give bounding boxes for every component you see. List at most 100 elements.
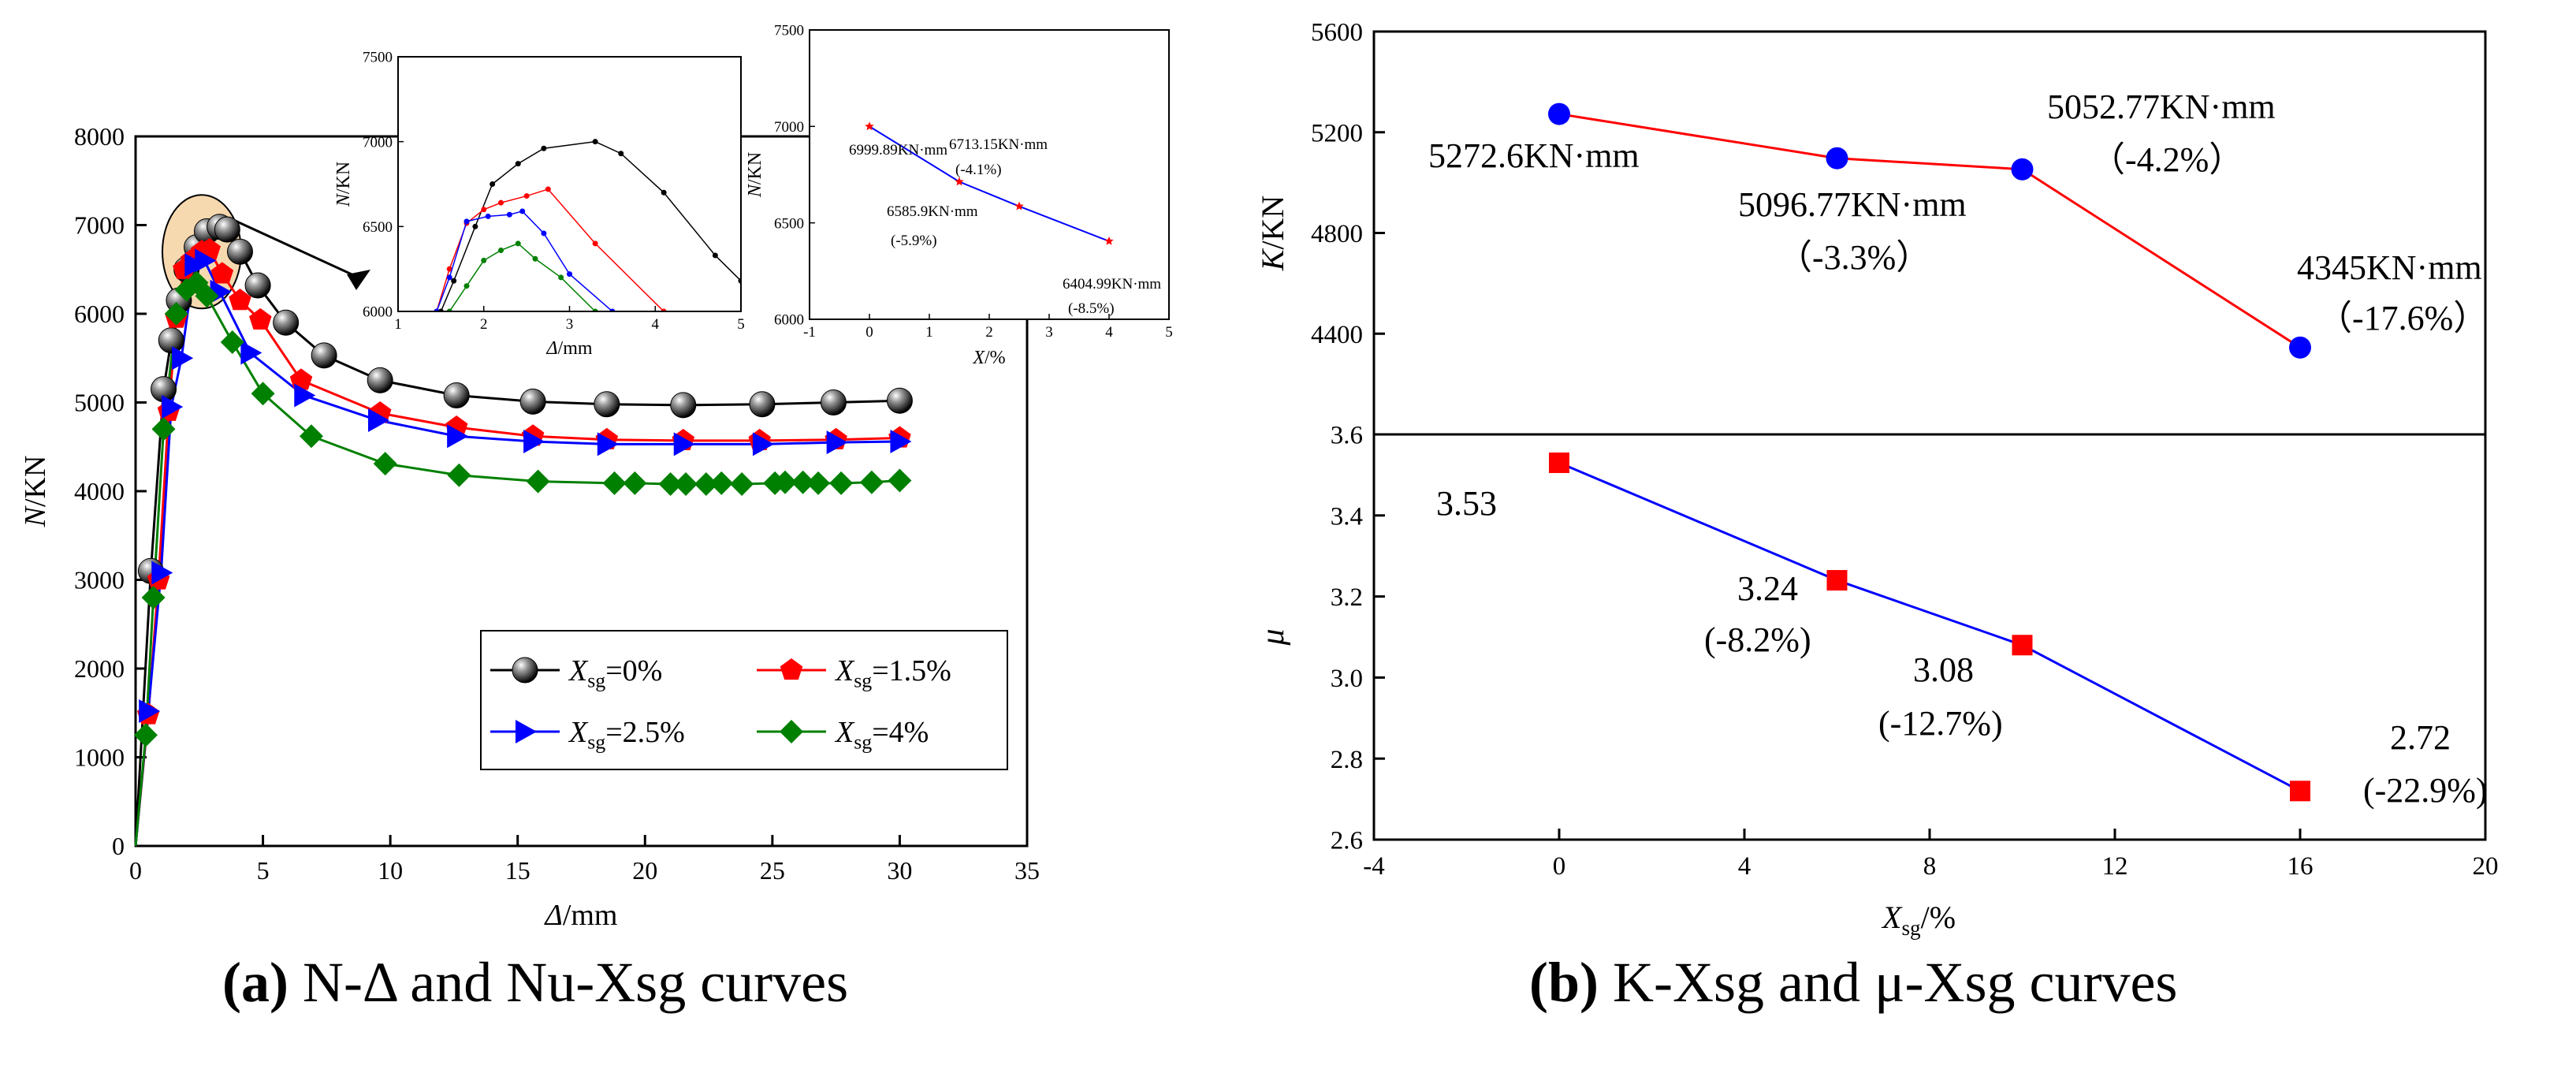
nd-zoom-point-s0: [490, 181, 496, 187]
nd-point-s3: [730, 472, 754, 496]
nd-point-s3: [806, 471, 831, 495]
k-point: [1826, 147, 1848, 170]
nd-point-s1: [289, 368, 313, 390]
mu-annotation: 3.08: [1913, 650, 1974, 689]
nu-x-point: [955, 177, 964, 186]
caption-a-text: N-Δ and Nu-Xsg curves: [302, 951, 849, 1014]
nd-zoom-inset-y-tick-label: 6000: [363, 304, 393, 321]
nd-point-s2: [367, 408, 389, 432]
nd-zoom-inset: 1 2 3 4 5 6000 6500 7000 7500 Δ/mm N/KN: [333, 50, 745, 359]
nd-zoom-point-s0: [712, 252, 718, 259]
nd-main-y-tick-label: 3000: [74, 566, 125, 594]
nd-point-s1: [229, 289, 251, 311]
caption-b: (b) K-Xsg and μ-Xsg curves: [1529, 950, 2177, 1015]
mu-annotation: (-12.7%): [1878, 704, 2003, 743]
nd-point-s3: [888, 468, 912, 493]
nd-zoom-inset-x-tick-label: 3: [566, 316, 574, 333]
nd-zoom-point-s3: [558, 274, 564, 281]
caption-a-label: (a): [222, 951, 288, 1014]
nd-main-x-tick-label: 20: [632, 856, 657, 885]
mu-xsg-y-tick-label: 3.2: [1331, 583, 1363, 612]
k-series-line: [1558, 113, 2301, 349]
nd-point-s3: [602, 471, 627, 495]
k-annotation: 5272.6KN·mm: [1428, 136, 1640, 175]
nd-zoom-point-s3: [532, 255, 538, 262]
nd-point-s0: [367, 367, 393, 393]
nd-point-s0: [226, 238, 253, 265]
nd-zoom-point-s3: [481, 257, 487, 263]
k-annotation: （-3.3%）: [1778, 238, 1930, 277]
mu-xsg-x-tick-label: 12: [2102, 852, 2128, 881]
nu-x-annotation: (-4.1%): [955, 162, 1002, 178]
nd-main-y-axis-label: N/KN: [19, 456, 52, 528]
nd-zoom-point-s1: [545, 186, 551, 192]
mu-series-line: [1558, 461, 2301, 792]
nd-legend-box: [480, 630, 1008, 770]
nd-point-s3: [623, 471, 647, 495]
nd-main-x-tick-label: 5: [257, 856, 270, 885]
nu-x-point: [865, 121, 874, 131]
k-xsg-y-tick-label: 4400: [1311, 321, 1363, 349]
nd-zoom-point-s2: [463, 218, 470, 225]
nd-point-s3: [164, 302, 188, 326]
nd-zoom-point-s0: [592, 139, 598, 145]
mu-xsg-x-tick-label: 8: [1923, 852, 1937, 881]
nd-zoom-point-s3: [515, 240, 521, 247]
nd-point-s2: [151, 561, 173, 585]
nd-zoom-point-s2: [519, 208, 526, 214]
k-xsg-y-tick-label: 4800: [1311, 220, 1363, 248]
nd-zoom-series-line-3: [449, 242, 596, 311]
nd-main-y-tick-label: 5000: [74, 389, 125, 417]
nd-main-y-tick-label: 8000: [74, 122, 125, 151]
nd-zoom-point-s1: [498, 199, 504, 206]
mu-xsg-x-tick-label: -4: [1363, 852, 1385, 881]
nd-point-s2: [523, 430, 545, 453]
nd-zoom-point-s0: [472, 223, 478, 229]
k-point: [1548, 102, 1570, 125]
nd-legend-marker-1: [780, 658, 803, 680]
nu-x-inset-y-tick-label: 6500: [774, 215, 804, 232]
nd-main-y-tick-label: 4000: [74, 477, 125, 505]
nd-main-y-tick-label: 7000: [74, 211, 125, 240]
mu-y-axis-label: μ: [1255, 628, 1291, 646]
nd-point-s3: [151, 417, 176, 441]
nd-point-s2: [752, 432, 774, 456]
nd-point-s0: [749, 391, 776, 418]
caption-b-text: K-Xsg and μ-Xsg curves: [1613, 951, 2178, 1014]
mu-point: [2012, 635, 2033, 656]
mu-annotation: 2.72: [2390, 718, 2451, 757]
nu-x-annotation: 6404.99KN·mm: [1063, 276, 1161, 292]
nd-point-s3: [373, 452, 397, 476]
mu-xsg-y-tick-label: 3.6: [1331, 422, 1363, 450]
nd-zoom-point-s0: [451, 278, 457, 284]
nd-point-s1: [210, 262, 234, 284]
nd-zoom-inset-x-tick-label: 4: [652, 316, 660, 333]
nu-x-x-axis-label: X/%: [972, 348, 1005, 368]
nd-point-s0: [214, 216, 240, 243]
nd-main-x-tick-label: 35: [1014, 856, 1040, 885]
nd-zoom-inset-plot: [434, 139, 741, 311]
nu-x-inset-y-tick-label: 7000: [774, 119, 804, 136]
nd-point-s3: [251, 382, 275, 406]
nd-zoom-point-s1: [592, 240, 598, 247]
nd-point-s0: [519, 388, 546, 415]
k-annotation: （-4.2%）: [2090, 140, 2243, 179]
mu-xsg-y-tick-label: 2.8: [1331, 746, 1363, 774]
nu-x-annotation: (-5.9%): [891, 233, 937, 249]
nu-x-point: [1014, 201, 1024, 211]
nd-zoom-x-axis-label: Δ/mm: [545, 338, 592, 359]
mu-annotation: (-8.2%): [1704, 620, 1811, 659]
nd-zoom-point-s0: [618, 151, 624, 157]
nd-main-x-axis-label: Δ/mm: [544, 899, 618, 932]
nd-point-s3: [658, 472, 683, 496]
caption-b-label: (b): [1529, 951, 1599, 1014]
mu-xsg-y-tick-label: 3.0: [1331, 665, 1363, 693]
mu-point: [1549, 452, 1569, 473]
k-annotation: 5096.77KN·mm: [1738, 185, 1967, 224]
nd-main-x-tick-label: 30: [887, 856, 912, 885]
nu-x-y-axis-label: N/KN: [745, 152, 765, 198]
nd-point-s3: [709, 471, 734, 495]
mu-point: [1826, 570, 1848, 591]
nu-x-inset-x-tick-label: 3: [1045, 324, 1053, 341]
nd-zoom-point-s3: [463, 283, 470, 289]
